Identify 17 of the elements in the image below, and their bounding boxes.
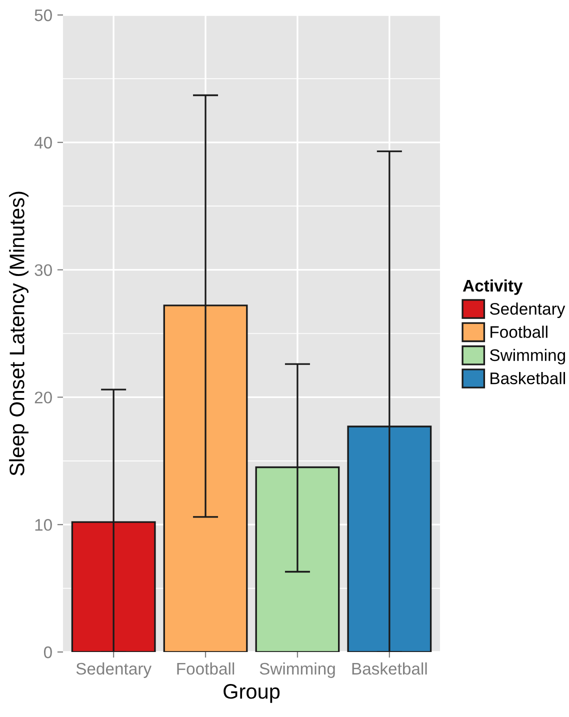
- legend-label: Basketball: [490, 372, 565, 384]
- legend-title: Activity: [462, 279, 523, 295]
- x-tick-label: Sedentary: [76, 662, 152, 678]
- x-tick-label: Swimming: [260, 662, 335, 678]
- legend-label: Sedentary: [490, 302, 566, 318]
- y-tick-label: 50: [34, 9, 52, 22]
- x-tick-label: Basketball: [352, 662, 427, 675]
- legend-label: Swimming: [490, 348, 565, 364]
- y-tick-label: 0: [44, 646, 52, 658]
- y-tick-label: 20: [34, 392, 52, 404]
- y-axis-title: Sleep Onset Latency (Minutes): [9, 192, 28, 476]
- y-tick-label: 10: [35, 519, 52, 531]
- x-axis-title: Group: [224, 684, 280, 703]
- y-tick-label: 30: [34, 264, 52, 276]
- y-tick-label: 40: [34, 136, 52, 149]
- legend-label: Football: [490, 326, 548, 338]
- x-tick-label: Football: [177, 662, 234, 675]
